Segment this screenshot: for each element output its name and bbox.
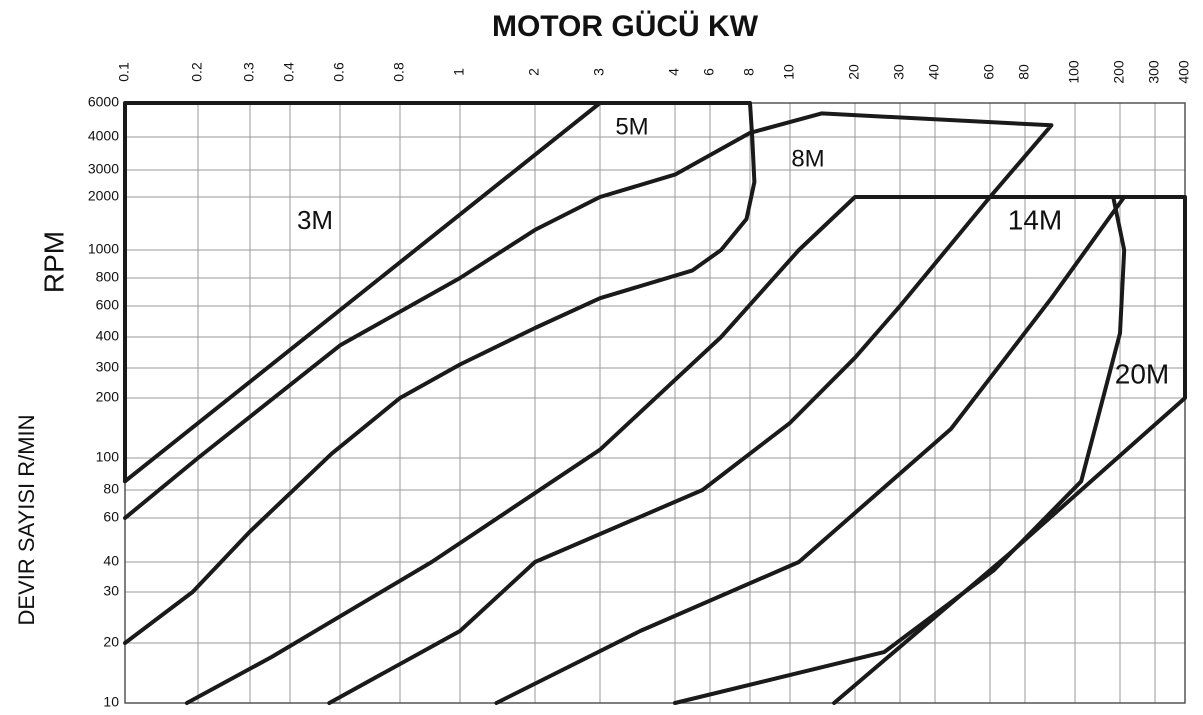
x-tick-label: 8	[741, 68, 757, 76]
belt-curve	[123, 111, 1054, 705]
y-tick-label: 2000	[88, 188, 119, 204]
y-tick-label: 200	[96, 389, 120, 405]
x-tick-label: 10	[781, 64, 797, 80]
y-tick-label: 30	[103, 583, 119, 599]
y-tick-label: 6000	[88, 94, 119, 110]
x-tick-label: 100	[1066, 60, 1082, 84]
x-tick-label: 0.8	[391, 62, 407, 82]
y-tick-label: 20	[103, 634, 119, 650]
y-tick-label: 600	[96, 297, 120, 313]
belt-label: 5M	[615, 113, 648, 140]
x-tick-label: 0.6	[331, 62, 347, 82]
y-tick-label: 1000	[88, 241, 119, 257]
x-tick-label: 20	[846, 64, 862, 80]
belt-curve	[123, 101, 602, 484]
belt-curve	[184, 195, 1187, 705]
x-tick-label: 1	[451, 68, 467, 76]
y-tick-label: 60	[103, 509, 119, 525]
x-tick-label: 400	[1176, 60, 1192, 84]
x-tick-label: 300	[1146, 60, 1162, 84]
y-tick-label: 10	[103, 694, 119, 710]
y-tick-label: 4000	[88, 128, 119, 144]
belt-label: 14M	[1008, 204, 1062, 235]
y-tick-label: 800	[96, 269, 120, 285]
y-tick-label: 100	[96, 449, 120, 465]
chart-title: MOTOR GÜCÜ KW	[492, 10, 759, 43]
belt-label: 8M	[791, 145, 824, 172]
belt-curve	[673, 195, 1127, 705]
x-tick-label: 0.4	[281, 62, 297, 82]
x-tick-label: 60	[981, 64, 997, 80]
belt-curve	[494, 195, 1127, 705]
x-tick-label: 30	[891, 64, 907, 80]
x-tick-label: 0.3	[241, 62, 257, 82]
x-tick-label: 0.2	[189, 62, 205, 82]
x-tick-label: 200	[1111, 60, 1127, 84]
x-tick-label: 2	[526, 68, 542, 76]
x-tick-label: 0.1	[116, 62, 132, 82]
belt-curve	[123, 101, 757, 645]
x-tick-label: 4	[666, 68, 682, 76]
belt-label: 3M	[297, 205, 333, 235]
y-tick-label: 300	[96, 359, 120, 375]
belt-label: 20M	[1115, 358, 1169, 389]
x-tick-label: 3	[591, 68, 607, 76]
y-axis-label: DEVIR SAYISI R/MIN	[14, 414, 39, 625]
y-tick-label: 80	[103, 481, 119, 497]
y-tick-label: 400	[96, 328, 120, 344]
x-tick-label: 6	[701, 68, 717, 76]
x-tick-label: 40	[926, 64, 942, 80]
y-tick-label: 40	[103, 553, 119, 569]
x-tick-label: 80	[1016, 64, 1032, 80]
y-axis-unit: RPM	[38, 231, 69, 293]
y-tick-label: 3000	[88, 161, 119, 177]
